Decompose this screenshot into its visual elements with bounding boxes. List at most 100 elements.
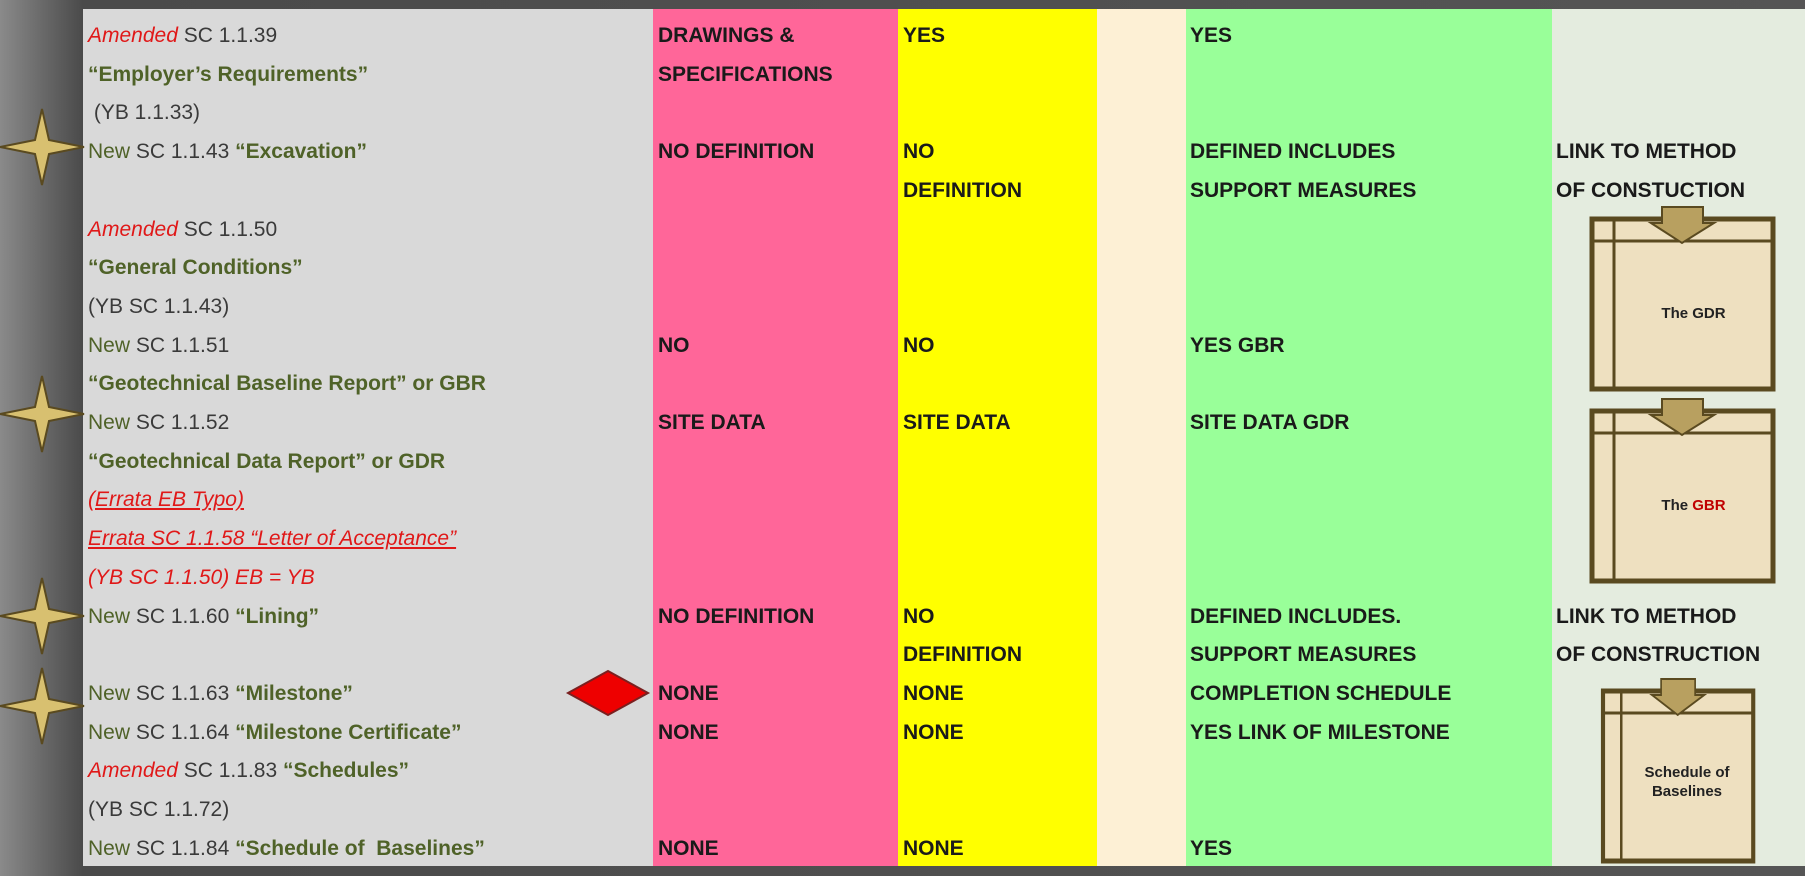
clause-line: New SC 1.1.43 “Excavation” [88, 132, 367, 171]
green-cell: YES LINK OF MILESTONE [1190, 720, 1450, 744]
clause-part: New [88, 604, 131, 628]
clause-part: “Geotechnical Data Report” or GDR [88, 449, 446, 473]
yellow-cell: NONE [903, 681, 964, 705]
clause-part: New [88, 836, 131, 860]
diagram-label-part: Schedule of [1644, 764, 1730, 781]
yellow-cell: NO [903, 333, 935, 357]
pink-cell: SITE DATA [658, 411, 766, 434]
clause-part: SC 1.1.64 [130, 720, 236, 744]
note-cell: LINK TO METHOD [1556, 604, 1737, 628]
clause-line: “Geotechnical Baseline Report” or GBR [88, 364, 486, 403]
clause-part: New [88, 411, 131, 434]
clause-part: SC 1.1.39 [177, 24, 278, 47]
green-cell: DEFINED INCLUDES [1190, 140, 1396, 164]
green-cell: COMPLETION SCHEDULE [1190, 681, 1452, 705]
clause-part: (YB SC 1.1.72) [88, 798, 230, 821]
clause-part: SC 1.1.63 [130, 681, 236, 705]
clause-part: “Milestone” [235, 681, 353, 705]
clause-line: New SC 1.1.64 “Milestone Certificate” [88, 713, 461, 752]
diagram-box [1592, 399, 1773, 581]
clause-part: New [88, 140, 131, 164]
yellow-cell: NONE [903, 836, 964, 860]
green-cell: YES [1190, 836, 1233, 860]
clause-line: Errata SC 1.1.58 “Letter of Acceptance” [88, 519, 456, 558]
clause-line: “Employer’s Requirements” [88, 55, 368, 94]
clause-part: “Schedules” [282, 759, 410, 783]
clause-column [83, 9, 653, 866]
clause-part: “Geotechnical Baseline Report” or GBR [88, 372, 486, 396]
pink-column [653, 9, 898, 866]
clause-line: New SC 1.1.84 “Schedule of Baselines” [88, 829, 485, 868]
clause-line: New SC 1.1.51 [88, 326, 229, 365]
clause-line: (YB 1.1.33) [88, 93, 200, 132]
star-icon [0, 667, 85, 745]
clause-part: (YB SC 1.1.43) [88, 294, 230, 318]
clause-part: “Excavation” [235, 140, 367, 164]
clause-line: “Geotechnical Data Report” or GDR [88, 442, 445, 481]
clause-line: (YB SC 1.1.50) EB = YB [88, 558, 315, 597]
clause-part: SC 1.1.60 [130, 604, 236, 628]
green-cell: DEFINED INCLUDES. [1190, 604, 1402, 628]
diagram-label-part: The GDR [1661, 305, 1726, 322]
clause-part: New [88, 720, 131, 744]
diagram-label-part: Baselines [1651, 783, 1723, 800]
yellow-column [898, 9, 1097, 866]
yellow-cell: SITE DATA [903, 411, 1011, 434]
clause-part: SC 1.1.84 [130, 836, 236, 860]
clause-part: “Employer’s Requirements” [88, 62, 369, 86]
pink-cell: NO [658, 333, 690, 357]
green-cell: SUPPORT MEASURES [1190, 178, 1417, 202]
green-cell: YES [1190, 24, 1233, 47]
star-icon [0, 375, 85, 453]
note-cell: OF CONSTUCTION [1556, 178, 1745, 202]
pink-cell: NO DEFINITION [658, 140, 815, 164]
clause-line: (YB SC 1.1.43) [88, 287, 229, 326]
clause-part: New [88, 333, 131, 357]
pink-cell: NONE [658, 836, 719, 860]
note-cell: LINK TO METHOD [1556, 140, 1737, 164]
clause-part: (YB SC 1.1.50) EB = YB [88, 565, 315, 589]
clause-line: New SC 1.1.60 “Lining” [88, 597, 319, 636]
yellow-cell: DEFINITION [903, 178, 1022, 202]
yellow-cell: NO [903, 140, 935, 164]
clause-part: “General Conditions” [88, 256, 303, 280]
green-cell: SITE DATA GDR [1190, 411, 1350, 434]
diagram-label: The GDR [1614, 304, 1773, 323]
clause-part: (YB 1.1.33) [88, 101, 201, 125]
pink-cell: NO DEFINITION [658, 604, 815, 628]
clause-part: “Lining” [235, 604, 320, 628]
clause-part: (Errata EB Typo) [88, 488, 244, 512]
beige-column [1097, 9, 1186, 866]
pink-cell: DRAWINGS & [658, 24, 795, 47]
clause-part: SC 1.1.43 [130, 140, 236, 164]
clause-line: Amended SC 1.1.50 [88, 210, 277, 249]
pink-cell: NONE [658, 681, 719, 705]
clause-part: Amended [88, 759, 178, 783]
clause-line: “General Conditions” [88, 248, 303, 287]
diagram-label-part: The [1661, 497, 1693, 514]
clause-part: SC 1.1.51 [130, 333, 230, 357]
yellow-cell: NO [903, 604, 935, 628]
clause-line: New SC 1.1.63 “Milestone” [88, 674, 353, 713]
star-icon [0, 577, 85, 655]
note-cell: OF CONSTRUCTION [1556, 643, 1761, 667]
clause-part: Amended [88, 217, 178, 241]
green-cell: YES GBR [1190, 333, 1285, 357]
clause-part: SC 1.1.83 [177, 759, 283, 783]
clause-part: Errata SC 1.1.58 “Letter of Acceptance” [88, 527, 457, 551]
diagram-label: Schedule of Baselines [1621, 763, 1753, 801]
clause-part: “Milestone Certificate” [235, 720, 462, 744]
green-cell: SUPPORT MEASURES [1190, 643, 1417, 667]
clause-part: SC 1.1.52 [130, 411, 230, 434]
diagram-box [1592, 207, 1773, 389]
star-icon [0, 108, 85, 186]
clause-line: (Errata EB Typo) [88, 480, 244, 519]
clause-line: Amended SC 1.1.83 “Schedules” [88, 751, 409, 790]
green-column [1186, 9, 1552, 866]
clause-part: Amended [88, 24, 178, 47]
clause-part: SC 1.1.50 [177, 217, 278, 241]
pink-cell: SPECIFICATIONS [658, 62, 833, 86]
clause-line: Amended SC 1.1.39 [88, 16, 277, 55]
